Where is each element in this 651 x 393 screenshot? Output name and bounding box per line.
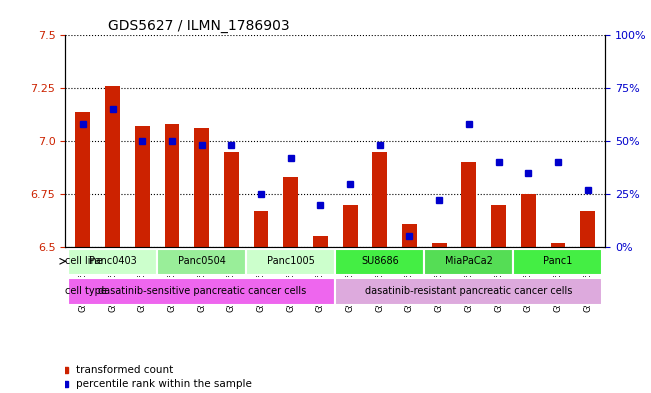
FancyBboxPatch shape bbox=[514, 248, 602, 275]
FancyBboxPatch shape bbox=[335, 278, 602, 305]
Text: SU8686: SU8686 bbox=[361, 256, 398, 266]
Bar bbox=[432, 243, 447, 247]
Bar bbox=[135, 127, 150, 247]
Text: Panc0403: Panc0403 bbox=[89, 256, 137, 266]
Bar bbox=[283, 177, 298, 247]
Text: transformed count: transformed count bbox=[76, 365, 173, 375]
Text: GDS5627 / ILMN_1786903: GDS5627 / ILMN_1786903 bbox=[108, 19, 290, 33]
Bar bbox=[76, 112, 90, 247]
FancyBboxPatch shape bbox=[68, 248, 157, 275]
Bar bbox=[580, 211, 595, 247]
Text: Panc1: Panc1 bbox=[543, 256, 573, 266]
Text: cell type: cell type bbox=[65, 286, 107, 296]
Text: Panc0504: Panc0504 bbox=[178, 256, 226, 266]
Text: dasatinib-sensitive pancreatic cancer cells: dasatinib-sensitive pancreatic cancer ce… bbox=[98, 286, 306, 296]
Text: MiaPaCa2: MiaPaCa2 bbox=[445, 256, 493, 266]
Text: Panc1005: Panc1005 bbox=[267, 256, 314, 266]
Bar bbox=[165, 124, 180, 247]
FancyBboxPatch shape bbox=[335, 248, 424, 275]
Text: percentile rank within the sample: percentile rank within the sample bbox=[76, 378, 252, 389]
Bar bbox=[254, 211, 268, 247]
Text: cell line: cell line bbox=[65, 256, 103, 266]
Bar bbox=[462, 162, 477, 247]
Bar bbox=[551, 243, 565, 247]
Bar bbox=[194, 129, 209, 247]
Bar bbox=[224, 152, 239, 247]
Bar bbox=[491, 205, 506, 247]
Bar bbox=[521, 194, 536, 247]
FancyBboxPatch shape bbox=[246, 248, 335, 275]
FancyBboxPatch shape bbox=[157, 248, 246, 275]
Text: dasatinib-resistant pancreatic cancer cells: dasatinib-resistant pancreatic cancer ce… bbox=[365, 286, 572, 296]
Bar bbox=[372, 152, 387, 247]
FancyBboxPatch shape bbox=[68, 278, 335, 305]
Bar bbox=[402, 224, 417, 247]
Bar bbox=[105, 86, 120, 247]
Bar bbox=[342, 205, 357, 247]
FancyBboxPatch shape bbox=[424, 248, 514, 275]
Bar bbox=[313, 237, 328, 247]
